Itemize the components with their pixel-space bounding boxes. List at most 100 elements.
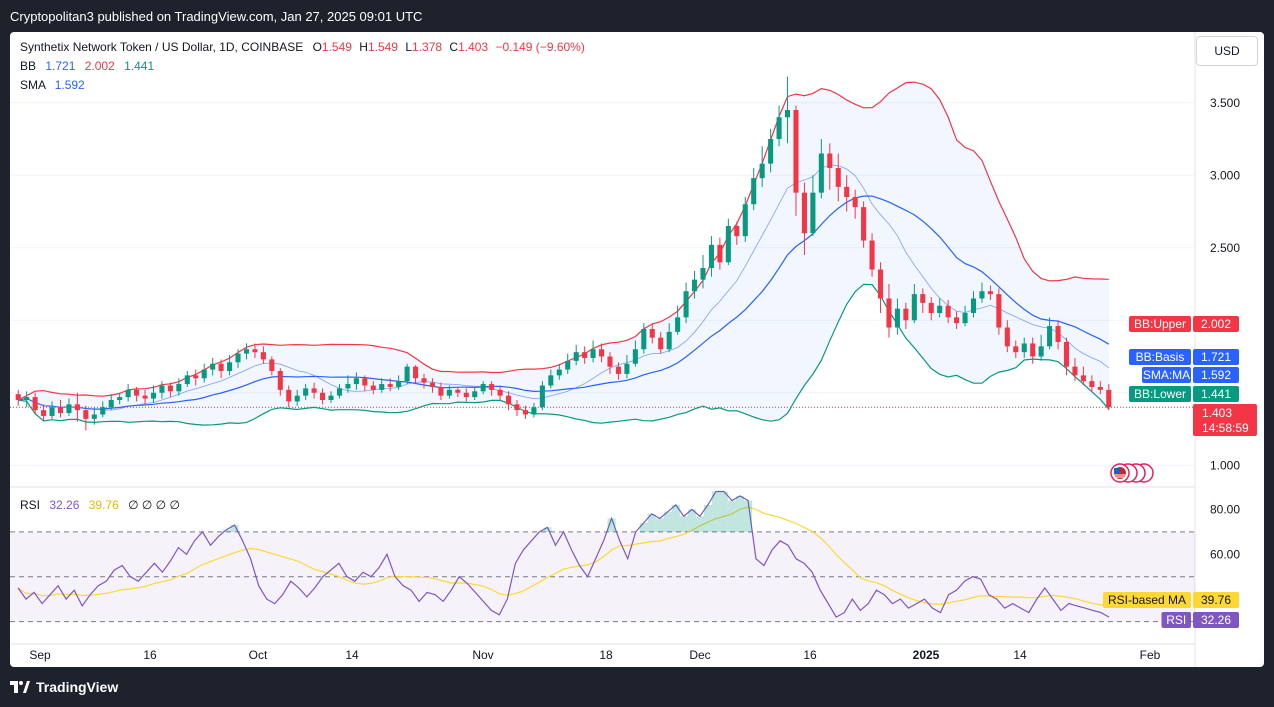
time-axis-label: Nov [472,648,493,662]
candle-body [243,349,250,354]
candle-body [818,153,824,193]
candle-body [421,378,427,383]
candle-body [193,375,199,379]
candle-body [911,294,917,321]
candle-body [1013,346,1019,353]
rsi-tag-value: 32.26 [1201,613,1231,627]
candle-body [210,363,216,370]
price-axis-label: 1.000 [1210,458,1240,472]
rsi-line [17,490,1110,618]
candle-body [252,349,258,353]
candle-body [987,291,993,295]
price-axis-label: 3.500 [1210,96,1240,110]
candle-body [894,308,900,328]
candle-body [353,378,359,385]
time-axis-label: Dec [689,648,710,662]
time-axis-label: 16 [803,648,817,662]
candle-body [57,407,64,414]
candle-body [413,366,419,379]
candle-body [844,186,850,197]
publisher-text: Cryptopolitan3 published on TradingView.… [10,9,423,24]
currency-button[interactable]: USD [1196,36,1258,66]
candle-body [658,337,664,350]
symbol-name: Synthetix Network Token / US Dollar, 1D,… [20,40,304,54]
candle-body [24,397,30,400]
rsi-axis-label: 80.00 [1210,502,1240,516]
candle-body [945,305,951,318]
candle-body [708,244,714,269]
candle-body [1063,342,1070,367]
grid-lines [10,32,1196,667]
candle-body [328,395,334,400]
candle-body [1072,366,1078,376]
change-value: −0.149 (−9.60%) [495,40,585,54]
candle-body [928,302,934,313]
candle-body [74,404,80,411]
high-label: H [359,40,368,54]
candle-body [472,391,478,398]
candle-body [861,207,867,241]
candle-body [506,395,512,405]
candle-body [1021,343,1027,353]
candle-body [869,240,875,270]
candle-body [1089,381,1095,387]
candle-body [429,382,436,387]
candle-body [32,397,38,411]
candle-body [49,407,55,416]
candle-body [108,400,114,408]
candle-body [1047,326,1053,347]
bb-basis-tag-label: BB:Basis [1136,350,1185,364]
candle-body [159,385,165,393]
candle-body [41,410,47,416]
bb-upper-tag-label: BB:Upper [1134,317,1186,331]
sma-value: 1.592 [54,78,85,92]
bb-lower-value: 1.441 [124,59,155,73]
rsi-overbought-fill [222,491,753,532]
candle-body [565,360,571,370]
sma-tag-label-bg [1142,367,1191,383]
rsi-ma-tag-label: RSI-based MA [1108,593,1186,607]
price-axis-label: 2.500 [1210,241,1240,255]
candlestick-series [15,76,1112,431]
candle-body [489,384,495,390]
candle-body [379,384,385,390]
candle-body [979,291,985,299]
rsi-legend: RSI 32.26 39.76 ∅ ∅ ∅ ∅ [20,498,180,512]
candle-body [810,192,816,234]
axes: 3.500 3.000 2.500 1.000 80.00 60.00 Sep 16 Oct 14… [29,96,1240,662]
bb-upper-value: 2.002 [84,59,115,73]
candle-body [167,385,173,392]
candle-body [201,369,207,379]
bb-lower-line [18,283,1110,426]
candle-body [607,356,613,367]
candle-body [303,388,309,396]
candle-body [514,404,520,411]
rsi-ma-tag-value-bg [1193,592,1239,608]
flag-icon[interactable] [1104,462,1156,484]
rsi-label: RSI [20,498,41,512]
rsi-tag-label-bg [1161,612,1191,628]
open-value: 1.549 [321,40,352,54]
candle-body [1030,343,1036,357]
candle-body [438,386,444,396]
candle-body [734,226,740,237]
low-label: L [405,40,413,54]
candle-body [286,389,292,402]
candle-body [336,388,343,396]
rsi-ma-tag-value: 39.76 [1201,593,1231,607]
bb-basis-tag-label-bg [1129,349,1191,365]
candle-body [15,394,21,400]
bollinger-band-lines [10,81,1195,426]
rsi-ma-value: 39.76 [88,498,119,512]
rsi-tag-value-bg [1193,612,1239,628]
chart-canvas[interactable]: 3.500 3.000 2.500 1.000 80.00 60.00 Sep 16 Oct 14… [10,32,1264,667]
candle-body [345,384,351,389]
close-value: 1.403 [458,40,489,54]
high-value: 1.549 [367,40,398,54]
chart-panel[interactable]: 3.500 3.000 2.500 1.000 80.00 60.00 Sep 16 Oct 14… [10,32,1264,667]
candle-body [134,389,140,396]
time-axis-label: 14 [345,648,359,662]
bb-upper-tag-value-bg [1193,316,1239,332]
candle-body [117,397,123,400]
candle-body [150,392,157,399]
